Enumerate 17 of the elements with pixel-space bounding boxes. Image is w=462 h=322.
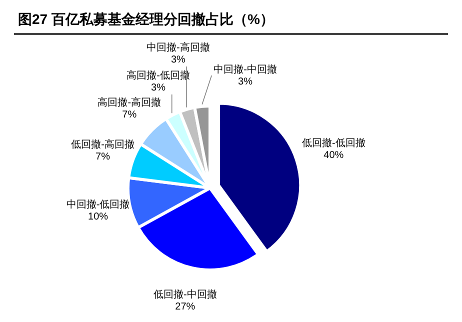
slice-label: 中回撤-中回撤 [214, 64, 277, 76]
slice-label: 低回撤-低回撤 [302, 136, 366, 149]
data-label: 40% [324, 150, 344, 161]
data-label: 7% [122, 109, 137, 120]
data-label: 10% [88, 211, 108, 222]
data-label: 27% [175, 301, 196, 312]
chart-title: 图27 百亿私募基金经理分回撤占比（%） [18, 11, 274, 27]
data-label: 3% [170, 54, 186, 66]
slice-label: 低回撤-高回撤 [71, 138, 134, 150]
data-label: 7% [96, 151, 110, 162]
slice-label: 中回撤-低回撤 [66, 198, 130, 210]
slice-label: 高回撤-高回撤 [98, 96, 162, 108]
data-label: 3% [238, 76, 253, 88]
slice-label: 中回撤-高回撤 [146, 42, 210, 54]
slice-label: 低回撤-中回撤 [153, 288, 217, 300]
data-label: 3% [151, 82, 166, 94]
slice-label: 高回撤-低回撤 [126, 69, 190, 82]
